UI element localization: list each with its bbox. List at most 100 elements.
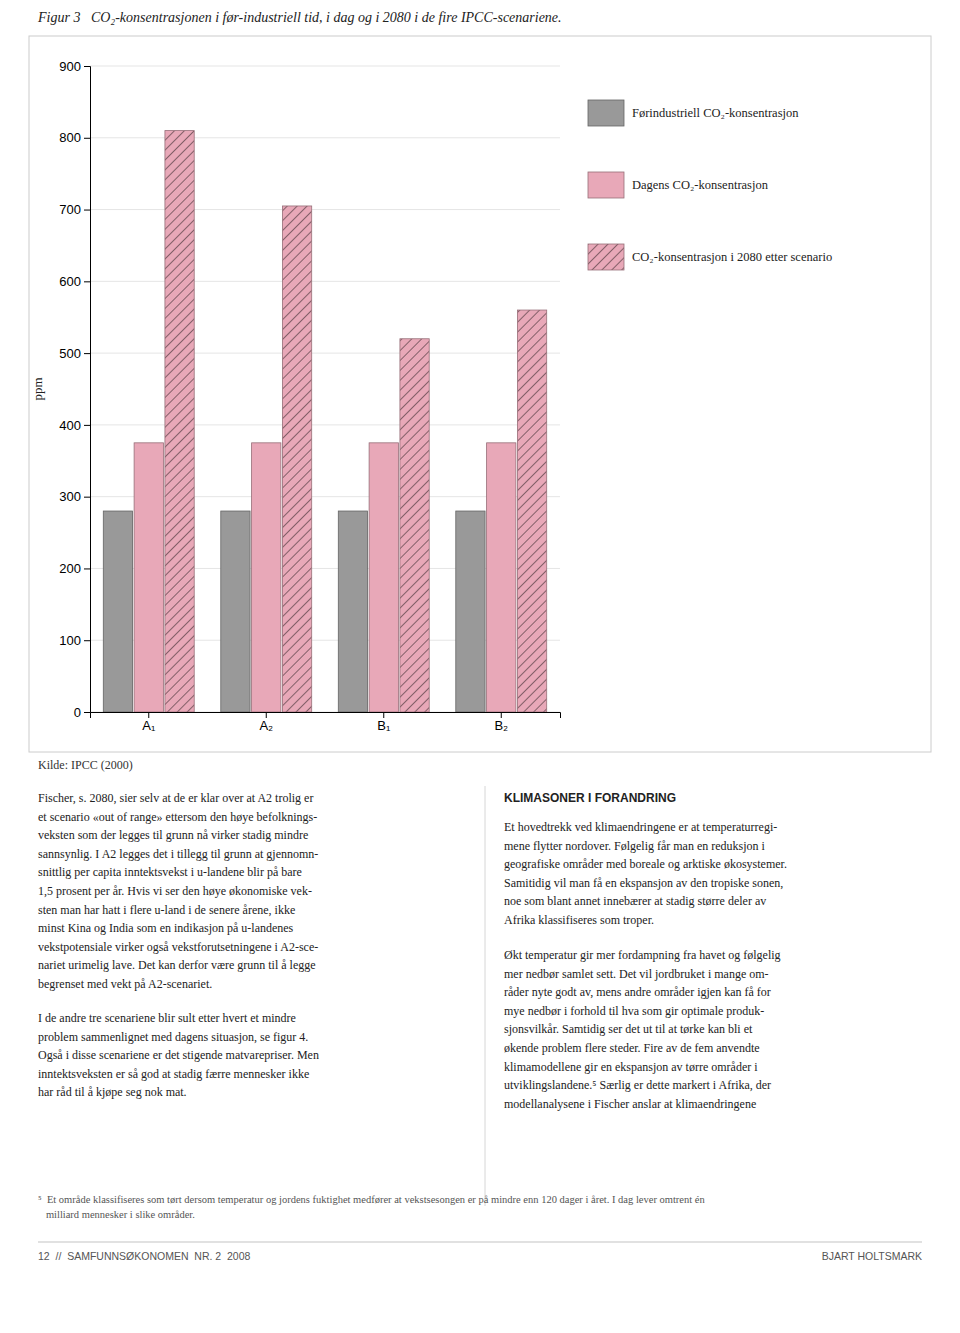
text-line: milliard mennesker i slike områder. <box>38 1209 195 1220</box>
tick-mark <box>84 281 90 282</box>
grid-line <box>90 281 560 282</box>
footer-right: BJART HOLTSMARK <box>822 1250 922 1262</box>
text-line: I de andre tre scenariene blir sult ette… <box>38 1011 296 1025</box>
legend-label: CO₂-konsentrasjon i 2080 etter scenario <box>632 250 832 264</box>
tick-label: 0 <box>74 705 81 720</box>
body-text: I de andre tre scenariene blir sult ette… <box>38 1011 319 1099</box>
text-line: klimamodellene gir en ekspansjon av tørr… <box>504 1059 758 1073</box>
bar <box>103 511 132 712</box>
text-line: Også i disse scenariene er det stigende … <box>38 1048 319 1062</box>
axis-line <box>84 67 91 713</box>
text-line: Fischer, s. 2080, sier selv at de er kla… <box>38 791 313 805</box>
axis-line <box>91 713 561 719</box>
footnote: ⁵ Et område klassifiseres som tørt derso… <box>38 1194 705 1220</box>
legend-swatch <box>588 100 624 126</box>
text-line: et scenario «out of range» ettersom den … <box>38 809 317 823</box>
tick-label: 500 <box>59 346 81 361</box>
bar <box>369 443 398 712</box>
tick-label: A₁ <box>142 718 156 733</box>
tick-label: 800 <box>59 130 81 145</box>
bar <box>338 511 367 712</box>
text-line: snittlig per capita inntektsvekst i u-la… <box>38 865 302 879</box>
tick-label: 900 <box>59 59 81 74</box>
tick: 700 <box>59 202 90 217</box>
body-text: Fischer, s. 2080, sier selv at de er kla… <box>38 791 318 991</box>
y-axis-title: ppm <box>30 377 45 400</box>
text-line: mene flytter nordover. Følgelig får man … <box>504 838 766 852</box>
bar <box>134 443 163 712</box>
tick: 200 <box>59 561 90 576</box>
text-line: vekstpotensiale virker også vekstforutse… <box>38 940 318 954</box>
tick: 300 <box>59 489 90 504</box>
footer-rule <box>38 1242 922 1243</box>
bar <box>400 339 429 712</box>
tick-mark <box>84 138 90 139</box>
tick-label: 100 <box>59 633 81 648</box>
footer-left: 12 // SAMFUNNSØKONOMEN NR. 2 2008 <box>38 1250 251 1262</box>
text-line: Økt temperatur gir mer fordampning fra h… <box>504 948 781 962</box>
legend-label: Førindustriell CO₂-konsentrasjon <box>632 106 799 120</box>
panel-border <box>29 36 931 752</box>
text-line: inntektsveksten er så god at stadig færr… <box>38 1067 309 1081</box>
text-line: geografiske områder med boreale og arkti… <box>504 857 787 871</box>
tick-mark <box>84 210 90 211</box>
body-text: Et hovedtrekk ved klimaendringene er at … <box>504 820 787 927</box>
text-line: Samitidig vil man få en ekspansjon av de… <box>504 876 783 890</box>
y-axis: 0 100 200 300 400 500 600 700 800 900 <box>59 59 90 720</box>
grid-line <box>90 137 560 138</box>
source: Kilde: IPCC (2000) <box>38 758 133 772</box>
bar <box>252 443 281 712</box>
text-line: utviklingslandene.⁵ Særlig er dette mark… <box>504 1078 771 1092</box>
text-line: mye nedbør i forhold til hva som gir opt… <box>504 1004 764 1018</box>
bar <box>487 443 516 712</box>
text-line: Figur 3 CO₂-konsentrasjonen i før-indust… <box>37 10 562 25</box>
section-header: KLIMASONER I FORANDRING <box>504 791 676 805</box>
tick-label: 700 <box>59 202 81 217</box>
text-line: Kilde: IPCC (2000) <box>38 758 133 772</box>
text-line: Afrika klassifiseres som troper. <box>504 913 654 927</box>
tick: 0 <box>74 705 90 720</box>
body-text: Økt temperatur gir mer fordampning fra h… <box>504 948 781 1111</box>
bar <box>282 206 311 712</box>
tick-mark <box>84 568 90 569</box>
grid-line <box>90 66 560 67</box>
tick-mark <box>84 640 90 641</box>
text-line: minst Kina og India som en indikasjon på… <box>38 921 294 935</box>
tick: 400 <box>59 418 90 433</box>
bars <box>103 131 546 712</box>
grid-line <box>90 209 560 210</box>
text-line: nariet urimelig lave. Det kan derfor vær… <box>38 958 316 972</box>
text-line: mer nedbør samlet sett. Det vil jordbruk… <box>504 966 769 980</box>
text-line: økende problem flere steder. Fire av de … <box>504 1041 760 1055</box>
text-line: 1,5 prosent per år. Hvis vi ser den høye… <box>38 884 312 898</box>
bar <box>517 310 546 712</box>
chart-title: Figur 3 CO₂-konsentrasjonen i før-indust… <box>37 10 562 25</box>
tick-label: 600 <box>59 274 81 289</box>
tick-label: B₁ <box>377 718 391 733</box>
text-line: sten man har hatt i flere u-land i de se… <box>38 902 295 916</box>
text-line: Et hovedtrekk ved klimaendringene er at … <box>504 820 777 834</box>
tick: 900 <box>59 59 90 74</box>
bar <box>165 131 194 712</box>
grid-line <box>90 353 560 354</box>
bar <box>456 511 485 712</box>
chart: 0100200300400500600700800900A₁A₂B₁B₂ppm <box>30 59 561 734</box>
text-line: KLIMASONER I FORANDRING <box>504 791 676 805</box>
tick-mark <box>84 66 90 67</box>
tick-mark <box>266 712 267 718</box>
tick: 500 <box>59 346 90 361</box>
tick-mark <box>84 712 90 713</box>
tick-label: B₂ <box>494 718 508 733</box>
tick-mark <box>84 497 90 498</box>
page: Figur 3 CO₂-konsentrasjonen i før-indust… <box>0 0 960 1333</box>
text-line: sannsynlig. I A2 legges det i tillegg ti… <box>38 847 318 861</box>
legend-label: Dagens CO₂-konsentrasjon <box>632 178 769 192</box>
text-line: råder nyte godt av, mens andre områder i… <box>504 985 771 999</box>
text-line: sjonsvilkår. Samtidig ser det ut til at … <box>504 1022 753 1036</box>
tick-label: 200 <box>59 561 81 576</box>
tick: 800 <box>59 130 90 145</box>
text-line: veksten som der legges til grunn nå virk… <box>38 828 308 842</box>
tick-mark <box>148 712 149 718</box>
text-line: har råd til å kjøpe seg nok mat. <box>38 1085 187 1099</box>
text-line: problem sammenlignet med dagens situasjo… <box>38 1029 308 1043</box>
